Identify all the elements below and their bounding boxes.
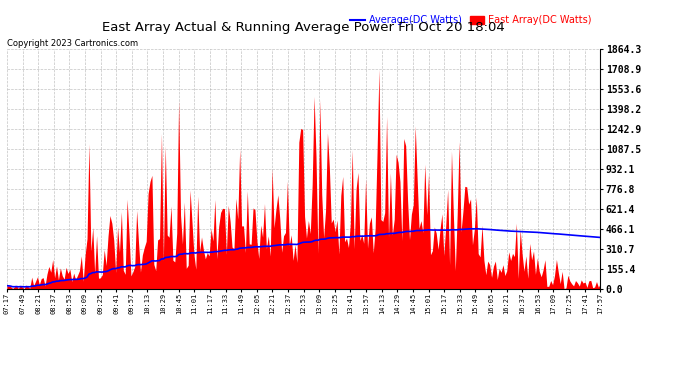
- Text: Copyright 2023 Cartronics.com: Copyright 2023 Cartronics.com: [7, 39, 138, 48]
- Legend: Average(DC Watts), East Array(DC Watts): Average(DC Watts), East Array(DC Watts): [346, 12, 595, 29]
- Text: East Array Actual & Running Average Power Fri Oct 20 18:04: East Array Actual & Running Average Powe…: [102, 21, 505, 34]
